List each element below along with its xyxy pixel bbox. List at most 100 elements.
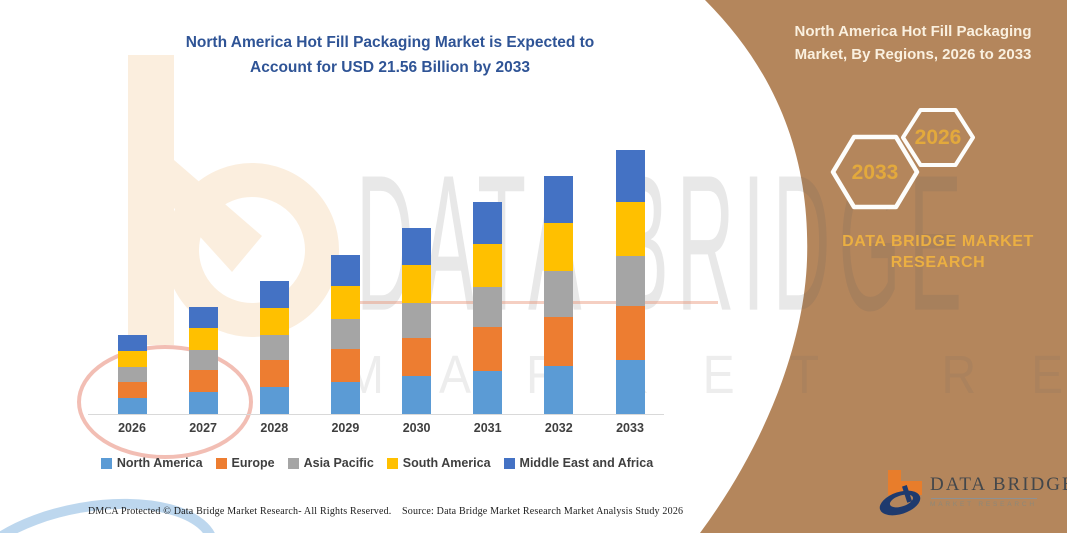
bar-segment-europe-2028 [259,359,289,388]
bar-segment-asia-pacific-2030 [402,302,432,339]
x-axis-label-2026: 2026 [118,421,146,435]
watermark-ring-blue-icon [0,498,219,533]
bar-segment-north-america-2032 [544,365,574,414]
x-axis-label-2030: 2030 [402,421,431,435]
x-axis-label-2028: 2028 [260,421,289,435]
chart-legend: North America Europe Asia Pacific South Ame… [88,456,666,470]
bar-segment-south-america-2027 [188,328,218,351]
databridge-logo-subtitle: MARKET RESEARCH [930,501,1037,508]
legend-swatch-europe [215,457,227,469]
chart-title-line-1: North America Hot Fill Packaging Market … [185,34,595,51]
footer-source-text: Source: Data Bridge Market Research Mark… [402,506,684,517]
bar-2032 [544,175,574,414]
bar-2026 [117,334,147,414]
x-axis-label-2033: 2033 [616,421,644,435]
bar-segment-europe-2032 [544,316,574,366]
brand-text-line-2: RESEARCH [890,254,986,271]
bar-segment-south-america-2032 [544,223,574,272]
x-axis-label-2032: 2032 [544,421,573,435]
footer-dmca-text: DMCA Protected © Data Bridge Market Rese… [88,506,392,517]
bar-segment-asia-pacific-2033 [615,255,645,307]
bar-segment-middle-east-and-africa-2027 [188,307,218,329]
watermark-underline [356,301,718,304]
banner-title-line-2: Market, By Regions, 2026 to 2033 [794,46,1032,63]
legend-item-north-america: North America [100,456,203,470]
bar-2033 [615,150,645,414]
x-axis-label-2031: 2031 [473,421,502,435]
databridge-logo-divider [931,498,1037,499]
legend-item-europe: Europe [215,456,275,470]
bar-2028 [259,281,289,414]
bar-segment-south-america-2030 [402,264,432,303]
chart-title-line-2: Account for USD 21.56 Billion by 2033 [250,59,530,76]
bar-segment-north-america-2026 [117,398,147,414]
legend-label-middle-east-and-africa: Middle East and Africa [519,456,654,470]
bar-segment-south-america-2028 [259,307,289,335]
legend-label-south-america: South America [402,456,491,470]
bar-2031 [473,202,503,414]
banner-title: North America Hot Fill Packaging Market,… [763,20,1063,66]
watermark-logo-b-icon [128,55,339,345]
x-axis-line [88,414,664,415]
banner-title-line-1: North America Hot Fill Packaging [794,23,1032,40]
hexagon-2026-year: 2026 [915,126,962,149]
bar-segment-europe-2027 [188,370,218,393]
bar-segment-south-america-2029 [330,286,360,319]
bar-segment-north-america-2028 [259,387,289,414]
bar-segment-europe-2033 [615,306,645,361]
legend-swatch-asia-pacific [287,457,299,469]
bar-segment-middle-east-and-africa-2028 [259,281,289,308]
bar-segment-south-america-2026 [117,350,147,367]
x-axis-label-2027: 2027 [189,421,217,435]
legend-label-north-america: North America [116,456,203,470]
bar-segment-south-america-2031 [473,244,503,288]
bar-segment-north-america-2030 [402,376,432,414]
bar-segment-middle-east-and-africa-2031 [473,202,503,245]
bar-2029 [330,254,360,414]
databridge-logo-b-icon [879,470,922,516]
bar-segment-europe-2026 [117,381,147,398]
bar-segment-europe-2030 [402,338,432,377]
bar-segment-south-america-2033 [615,202,645,256]
legend-swatch-south-america [386,457,398,469]
databridge-logo: DATA BRIDGE MARKET RESEARCH [874,460,1067,518]
bar-segment-middle-east-and-africa-2026 [117,334,147,351]
bar-segment-north-america-2029 [330,381,360,414]
bar-segment-europe-2029 [330,348,360,382]
bar-segment-asia-pacific-2026 [117,366,147,382]
legend-item-south-america: South America [386,456,491,470]
bar-segment-north-america-2031 [473,371,503,414]
watermark-ring-red-icon [77,345,253,459]
bar-segment-north-america-2033 [615,360,645,414]
bar-segment-north-america-2027 [188,392,218,414]
bar-2027 [188,307,218,414]
bar-segment-asia-pacific-2029 [330,318,360,349]
hexagon-2033-year: 2033 [852,161,899,184]
bar-segment-europe-2031 [473,327,503,371]
bar-segment-asia-pacific-2032 [544,271,574,317]
hexagon-badges: 2033 2026 [830,108,975,210]
legend-label-europe: Europe [231,456,275,470]
bar-segment-middle-east-and-africa-2032 [544,175,574,224]
databridge-logo-text: DATA BRIDGE MARKET RESEARCH [930,460,1067,518]
bar-segment-asia-pacific-2028 [259,334,289,360]
bar-segment-middle-east-and-africa-2033 [615,150,645,203]
x-axis-label-2029: 2029 [331,421,360,435]
legend-swatch-middle-east-and-africa [503,457,515,469]
hexagon-2026-icon: 2026 [901,108,975,167]
bar-segment-middle-east-and-africa-2030 [402,228,432,265]
legend-label-asia-pacific: Asia Pacific [303,456,374,470]
databridge-logo-name: DATA BRIDGE [930,474,1067,495]
brand-text: DATA BRIDGE MARKET RESEARCH [806,231,1067,273]
bar-2030 [402,228,432,414]
bar-segment-asia-pacific-2027 [188,350,218,371]
legend-swatch-north-america [100,457,112,469]
bar-segment-middle-east-and-africa-2029 [330,254,360,287]
hexagon-2033-icon: 2033 [830,134,920,210]
legend-item-middle-east-and-africa: Middle East and Africa [503,456,654,470]
bar-segment-asia-pacific-2031 [473,287,503,328]
brand-text-line-1: DATA BRIDGE MARKET [842,233,1034,250]
legend-item-asia-pacific: Asia Pacific [287,456,374,470]
